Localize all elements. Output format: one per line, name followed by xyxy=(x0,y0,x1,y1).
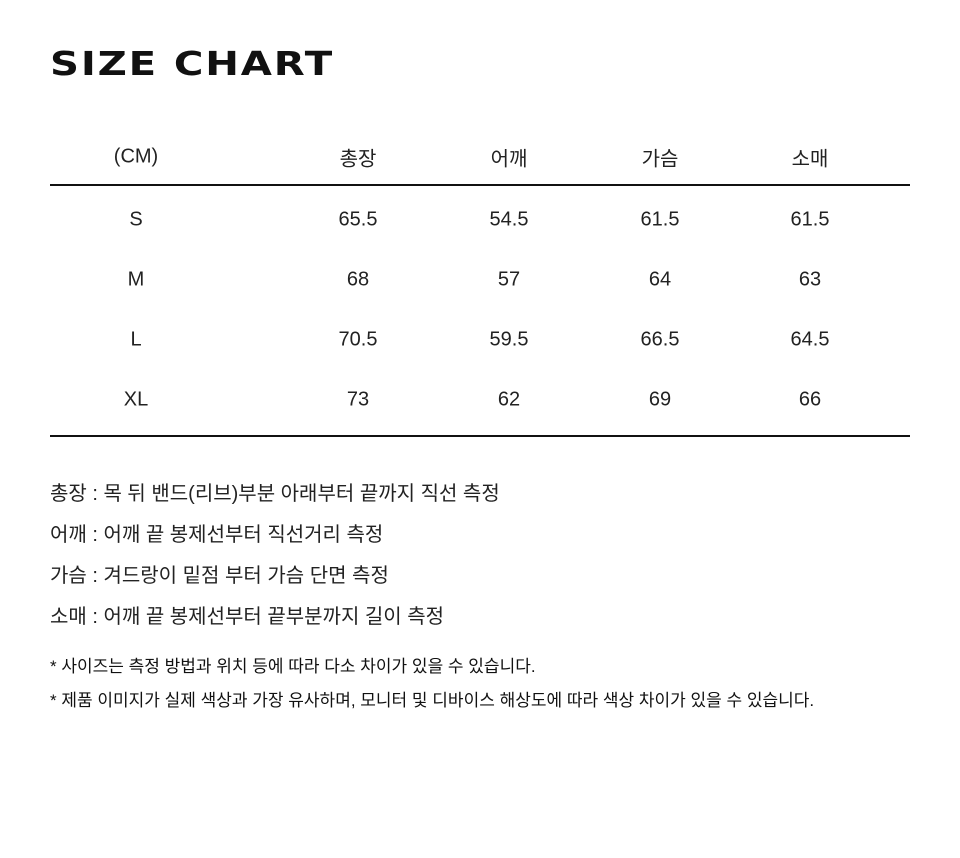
measurement-note-shoulder: 어깨 : 어깨 끝 봉제선부터 직선거리 측정 xyxy=(50,524,384,546)
size-label: L xyxy=(130,328,142,351)
table-cell: 64.5 xyxy=(790,328,830,351)
table-cell: 65.5 xyxy=(338,208,378,231)
column-header: 총장 xyxy=(339,148,377,171)
table-cell: 64 xyxy=(648,268,672,291)
table-cell: 63 xyxy=(798,268,822,291)
table-cell: 54.5 xyxy=(489,208,529,231)
measurement-note-length: 총장 : 목 뒤 밴드(리브)부분 아래부터 끝까지 직선 측정 xyxy=(50,483,500,505)
column-header: (CM) xyxy=(113,145,159,168)
measurement-note-sleeve: 소매 : 어깨 끝 봉제선부터 끝부분까지 길이 측정 xyxy=(50,606,445,628)
table-cell: 70.5 xyxy=(338,328,378,351)
table-cell: 61.5 xyxy=(790,208,830,231)
table-cell: 62 xyxy=(497,388,521,411)
disclaimer-color: * 제품 이미지가 실제 색상과 가장 유사하며, 모니터 및 디바이스 해상도… xyxy=(50,691,815,710)
table-cell: 69 xyxy=(648,388,672,411)
table-cell: 66.5 xyxy=(640,328,680,351)
table-cell: 73 xyxy=(346,388,370,411)
table-cell: 59.5 xyxy=(489,328,529,351)
disclaimer-size: * 사이즈는 측정 방법과 위치 등에 따라 다소 차이가 있을 수 있습니다. xyxy=(50,657,536,676)
size-label: XL xyxy=(123,388,149,411)
page-title: SIZE CHART xyxy=(50,44,335,83)
column-header: 어깨 xyxy=(490,148,528,171)
size-label: S xyxy=(129,208,143,231)
column-header: 소매 xyxy=(791,148,829,171)
table-cell: 61.5 xyxy=(640,208,680,231)
table-header-divider xyxy=(50,184,910,186)
measurement-note-chest: 가슴 : 겨드랑이 밑점 부터 가슴 단면 측정 xyxy=(50,565,389,587)
column-header: 가슴 xyxy=(641,148,679,171)
table-bottom-divider xyxy=(50,435,910,437)
table-cell: 66 xyxy=(798,388,822,411)
table-cell: 57 xyxy=(497,268,521,291)
size-label: M xyxy=(127,268,145,291)
table-cell: 68 xyxy=(346,268,370,291)
